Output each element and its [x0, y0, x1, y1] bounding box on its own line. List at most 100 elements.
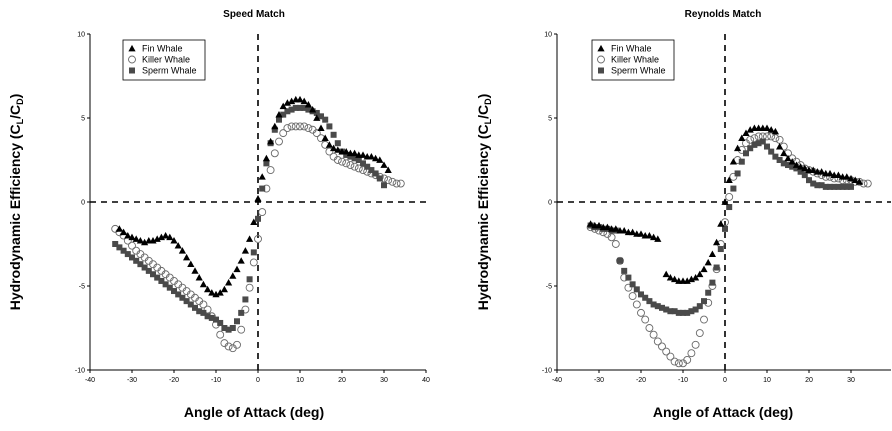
data-point: [739, 159, 745, 165]
data-point: [288, 123, 295, 130]
data-point: [696, 330, 703, 337]
data-point: [254, 195, 261, 201]
data-point: [633, 301, 640, 308]
x-tick-label: 0: [723, 377, 727, 384]
x-tick-label: 0: [256, 377, 260, 384]
x-tick-label: -40: [552, 377, 562, 384]
x-tick-label: 30: [380, 377, 388, 384]
data-point: [688, 350, 695, 357]
data-point: [709, 280, 715, 286]
data-point: [263, 155, 270, 161]
data-point: [663, 271, 670, 277]
series-fin-whale: [116, 96, 392, 297]
data-point: [377, 175, 383, 181]
legend-label: Killer Whale: [611, 55, 659, 65]
legend-label: Sperm Whale: [611, 66, 666, 76]
data-point: [701, 298, 707, 304]
x-tick-label: 40: [422, 377, 430, 384]
data-point: [339, 158, 346, 165]
data-point: [347, 162, 354, 169]
chart-title: Speed Match: [223, 9, 285, 20]
data-point: [238, 257, 245, 263]
data-point: [259, 209, 266, 216]
series-sperm-whale: [588, 139, 854, 316]
data-point: [234, 318, 240, 324]
y-axis-label: Hydrodynamic Efficiency (CL/CD): [7, 94, 25, 311]
y-tick-label: 5: [81, 116, 85, 123]
data-point: [331, 132, 337, 138]
data-point: [263, 160, 269, 166]
data-point: [246, 284, 253, 291]
series-sperm-whale: [112, 105, 387, 333]
data-point: [629, 293, 636, 300]
data-point: [726, 204, 732, 210]
data-point: [351, 163, 358, 170]
data-point: [621, 268, 627, 274]
data-point: [229, 272, 236, 278]
data-point: [217, 331, 224, 338]
x-tick-label: -10: [678, 377, 688, 384]
chart-1: Reynolds Match -40 -30 -20 -10 0 10 20 30 -10 -5 0 5…: [475, 9, 891, 420]
data-point: [625, 275, 631, 281]
x-tick-label: -20: [169, 377, 179, 384]
x-tick-label: -40: [85, 377, 95, 384]
data-point: [713, 239, 720, 245]
y-axis-label-part: /C: [7, 105, 23, 119]
data-point: [705, 259, 712, 265]
data-point: [271, 123, 278, 129]
x-axis-label: Angle of Attack (deg): [184, 404, 324, 420]
data-point: [259, 186, 265, 192]
x-tick-label: -20: [636, 377, 646, 384]
y-tick-label: 0: [548, 200, 552, 207]
data-point: [284, 125, 291, 132]
data-point: [301, 123, 308, 130]
data-point: [675, 360, 682, 367]
data-point: [393, 180, 400, 187]
data-point: [246, 235, 253, 241]
data-point: [718, 246, 724, 252]
data-point: [734, 145, 741, 151]
data-point: [251, 249, 257, 255]
data-point: [242, 296, 248, 302]
data-point: [317, 124, 324, 130]
data-point: [705, 290, 711, 296]
y-tick-label: -5: [79, 284, 85, 291]
data-point: [646, 325, 653, 332]
x-axis-label: Angle of Attack (deg): [653, 404, 793, 420]
data-point: [271, 150, 278, 157]
data-point: [238, 326, 245, 333]
chart-0: Speed Match -40 -30 -20 -10 0 10 20 30 40 -10 -5 0 5 1…: [7, 9, 430, 420]
legend: Fin WhaleKiller WhaleSperm Whale: [123, 40, 205, 80]
y-tick-label: 10: [544, 32, 552, 39]
y-tick-label: 0: [81, 200, 85, 207]
data-point: [255, 216, 261, 222]
legend-marker: [129, 68, 135, 74]
data-point: [717, 220, 724, 226]
x-tick-label: -30: [594, 377, 604, 384]
y-tick-label: -10: [542, 368, 552, 375]
data-point: [389, 178, 396, 185]
legend-label: Killer Whale: [142, 55, 190, 65]
y-tick-label: 5: [548, 116, 552, 123]
data-point: [864, 180, 871, 187]
data-point: [671, 358, 678, 365]
series-killer-whale: [587, 133, 871, 367]
data-point: [397, 180, 404, 187]
legend-label: Fin Whale: [611, 44, 652, 54]
legend-label: Fin Whale: [142, 44, 183, 54]
data-point: [196, 274, 203, 280]
data-point: [343, 160, 350, 167]
data-point: [381, 182, 387, 188]
data-point: [772, 135, 779, 142]
x-tick-label: 20: [805, 377, 813, 384]
data-point: [221, 286, 228, 292]
x-tick-label: 30: [847, 377, 855, 384]
chart-title: Reynolds Match: [685, 9, 762, 20]
data-point: [238, 310, 244, 316]
data-point: [247, 276, 253, 282]
data-point: [612, 241, 619, 248]
x-tick-label: -10: [211, 377, 221, 384]
data-point: [267, 167, 274, 174]
y-axis-label: Hydrodynamic Efficiency (CL/CD): [475, 94, 493, 311]
data-point: [730, 158, 737, 164]
